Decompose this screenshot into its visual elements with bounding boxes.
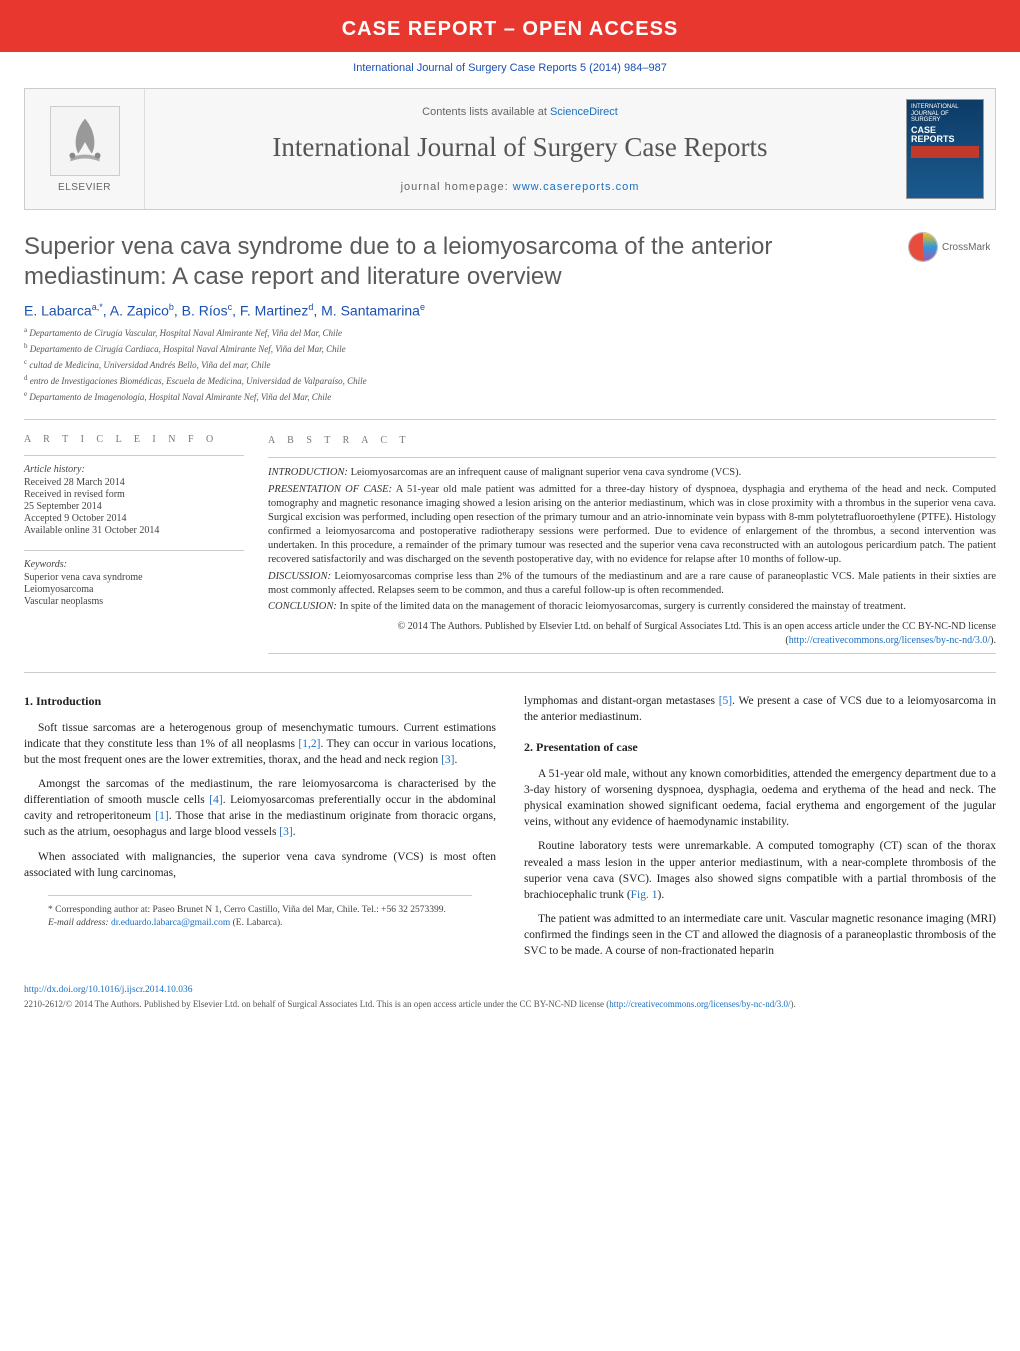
sciencedirect-link[interactable]: ScienceDirect (550, 106, 618, 118)
body-columns: 1. Introduction Soft tissue sarcomas are… (0, 673, 1020, 977)
cover-line2: CASE REPORTS (911, 126, 979, 144)
abstract-section: INTRODUCTION: Leiomyosarcomas are an inf… (268, 466, 996, 480)
doi-link[interactable]: http://dx.doi.org/10.1016/j.ijscr.2014.1… (24, 985, 192, 995)
citation-text: International Journal of Surgery Case Re… (353, 62, 667, 74)
section-1-head: 1. Introduction (24, 693, 496, 710)
keywords-block: Keywords: Superior vena cava syndromeLei… (24, 559, 244, 607)
email-line: E-mail address: dr.eduardo.labarca@gmail… (48, 917, 472, 930)
affiliations: a Departamento de Cirugía Vascular, Hosp… (0, 325, 1020, 419)
journal-header: ELSEVIER Contents lists available at Sci… (24, 88, 996, 210)
cc-license-link[interactable]: http://creativecommons.org/licenses/by-n… (789, 635, 990, 646)
ref-link[interactable]: [5] (719, 695, 732, 707)
citation-line: International Journal of Surgery Case Re… (0, 52, 1020, 88)
affiliation-line: e Departamento de Imagenología, Hospital… (24, 389, 996, 404)
ref-link[interactable]: [1,2] (298, 738, 320, 750)
right-lead-para: lymphomas and distant-organ metastases [… (524, 693, 996, 725)
keyword-line: Superior vena cava syndrome (24, 572, 244, 583)
body-para: Amongst the sarcomas of the mediastinum,… (24, 776, 496, 840)
info-abstract-row: A R T I C L E I N F O Article history: R… (0, 420, 1020, 672)
history-line: Available online 31 October 2014 (24, 525, 244, 536)
abstract-section: PRESENTATION OF CASE: A 51-year old male… (268, 483, 996, 568)
ref-link[interactable]: [3] (279, 826, 292, 838)
article-history-label: Article history: (24, 464, 244, 475)
column-left: 1. Introduction Soft tissue sarcomas are… (24, 693, 496, 967)
body-para: The patient was admitted to an intermedi… (524, 911, 996, 959)
contents-available-text: Contents lists available at (422, 106, 550, 118)
open-access-banner: CASE REPORT – OPEN ACCESS (0, 0, 1020, 52)
abstract-section: DISCUSSION: Leiomyosarcomas comprise les… (268, 570, 996, 598)
crossmark-label: CrossMark (942, 242, 990, 253)
abstract-copyright: © 2014 The Authors. Published by Elsevie… (268, 620, 996, 647)
bottom-cc-link[interactable]: http://creativecommons.org/licenses/by-n… (609, 999, 790, 1009)
corresponding-author: * Corresponding author at: Paseo Brunet … (48, 904, 472, 917)
publisher-logo-box: ELSEVIER (25, 89, 145, 209)
contents-available: Contents lists available at ScienceDirec… (422, 106, 618, 118)
journal-homepage-link[interactable]: www.casereports.com (513, 181, 640, 193)
journal-homepage: journal homepage: www.casereports.com (401, 181, 640, 193)
footnotes: * Corresponding author at: Paseo Brunet … (48, 895, 472, 930)
abstract-section: CONCLUSION: In spite of the limited data… (268, 600, 996, 614)
figure-link[interactable]: Fig. 1 (631, 889, 658, 901)
section-2-head: 2. Presentation of case (524, 739, 996, 756)
email-attr: (E. Labarca). (233, 918, 283, 928)
journal-cover-thumb: INTERNATIONAL JOURNAL OF SURGERY CASE RE… (906, 99, 984, 199)
abstract: A B S T R A C T INTRODUCTION: Leiomyosar… (268, 434, 996, 654)
column-right: lymphomas and distant-organ metastases [… (524, 693, 996, 967)
ref-link[interactable]: [3] (441, 754, 454, 766)
crossmark-icon (908, 232, 938, 262)
keyword-line: Leiomyosarcoma (24, 584, 244, 595)
history-line: Received in revised form (24, 489, 244, 500)
crossmark-badge[interactable]: CrossMark (908, 232, 996, 262)
doi-line: http://dx.doi.org/10.1016/j.ijscr.2014.1… (0, 977, 1020, 999)
affiliation-line: d entro de Investigaciones Biomédicas, E… (24, 373, 996, 388)
bottom-copyright: 2210-2612/© 2014 The Authors. Published … (0, 999, 1020, 1027)
body-para: When associated with malignancies, the s… (24, 849, 496, 881)
elsevier-label: ELSEVIER (58, 182, 111, 193)
history-line: 25 September 2014 (24, 501, 244, 512)
body-para: A 51-year old male, without any known co… (524, 766, 996, 830)
affiliation-line: a Departamento de Cirugía Vascular, Hosp… (24, 325, 996, 340)
cover-red-stripe (911, 146, 979, 158)
author-list: E. Labarcaa,*, A. Zapicob, B. Ríosc, F. … (0, 298, 1020, 325)
elsevier-tree-icon (50, 106, 120, 176)
body-para: Routine laboratory tests were unremarkab… (524, 838, 996, 902)
article-title: Superior vena cava syndrome due to a lei… (24, 232, 892, 292)
abs-copy-tail: ). (990, 635, 996, 646)
journal-title: International Journal of Surgery Case Re… (272, 132, 767, 163)
email-label: E-mail address: (48, 918, 109, 928)
ai-rule2 (24, 550, 244, 551)
keywords-label: Keywords: (24, 559, 244, 570)
ai-rule (24, 455, 244, 456)
journal-homepage-label: journal homepage: (401, 181, 513, 193)
bottom-copy-tail: ). (791, 999, 796, 1009)
abs-rule (268, 457, 996, 458)
banner-text: CASE REPORT – OPEN ACCESS (342, 18, 679, 41)
keyword-line: Vascular neoplasms (24, 596, 244, 607)
ref-link[interactable]: [1] (155, 810, 168, 822)
title-row: Superior vena cava syndrome due to a lei… (0, 210, 1020, 298)
ref-link[interactable]: [4] (209, 794, 222, 806)
article-info: A R T I C L E I N F O Article history: R… (24, 434, 244, 654)
body-para: Soft tissue sarcomas are a heterogenous … (24, 720, 496, 768)
article-history-block: Article history: Received 28 March 2014R… (24, 464, 244, 536)
affiliation-line: b Departamento de Cirugía Cardiaca, Hosp… (24, 341, 996, 356)
abstract-head: A B S T R A C T (268, 434, 996, 448)
journal-header-mid: Contents lists available at ScienceDirec… (145, 89, 895, 209)
article-info-head: A R T I C L E I N F O (24, 434, 244, 445)
history-line: Accepted 9 October 2014 (24, 513, 244, 524)
abs-rule-bottom (268, 653, 996, 654)
bottom-copy-text: 2210-2612/© 2014 The Authors. Published … (24, 999, 609, 1009)
affiliation-line: c cultad de Medicina, Universidad Andrés… (24, 357, 996, 372)
history-line: Received 28 March 2014 (24, 477, 244, 488)
cover-line1: INTERNATIONAL JOURNAL OF SURGERY (911, 104, 979, 124)
journal-cover-box: INTERNATIONAL JOURNAL OF SURGERY CASE RE… (895, 89, 995, 209)
author-email-link[interactable]: dr.eduardo.labarca@gmail.com (111, 918, 230, 928)
